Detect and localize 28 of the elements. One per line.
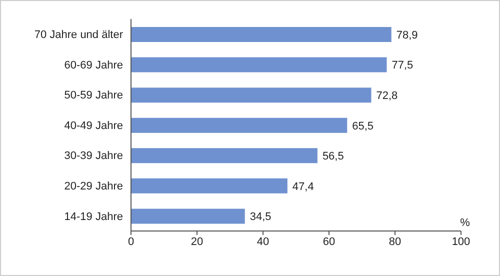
bar	[131, 57, 387, 72]
data-label: 34,5	[250, 211, 272, 224]
y-tick-label: 20-29 Jahre	[64, 180, 123, 192]
y-tick-label: 30-39 Jahre	[64, 150, 123, 162]
bar	[131, 27, 392, 42]
x-axis-title: %	[460, 217, 470, 229]
bar	[131, 118, 348, 133]
bar	[131, 208, 245, 224]
data-label: 78,9	[396, 29, 418, 42]
data-label: 56,5	[322, 150, 344, 163]
bar	[131, 88, 372, 103]
x-tick-label: 100	[452, 236, 470, 248]
x-tick-label: 0	[128, 236, 134, 248]
x-tick-label: 60	[322, 236, 336, 248]
y-tick-label: 40-49 Jahre	[64, 120, 123, 132]
bar	[131, 178, 288, 194]
y-tick-label: 70 Jahre und älter	[34, 29, 124, 42]
data-label: 65,5	[352, 120, 374, 132]
y-tick-label: 60-69 Jahre	[64, 59, 123, 72]
data-label: 77,5	[392, 60, 414, 72]
bar	[131, 148, 318, 164]
data-label: 72,8	[376, 90, 398, 102]
y-tick-label: 50-59 Jahre	[64, 90, 123, 102]
x-tick-label: 80	[388, 236, 402, 248]
data-label: 47,4	[292, 180, 314, 193]
x-tick-label: 40	[256, 236, 270, 248]
y-tick-label: 14-19 Jahre	[64, 210, 123, 223]
x-tick-label: 20	[190, 236, 204, 248]
